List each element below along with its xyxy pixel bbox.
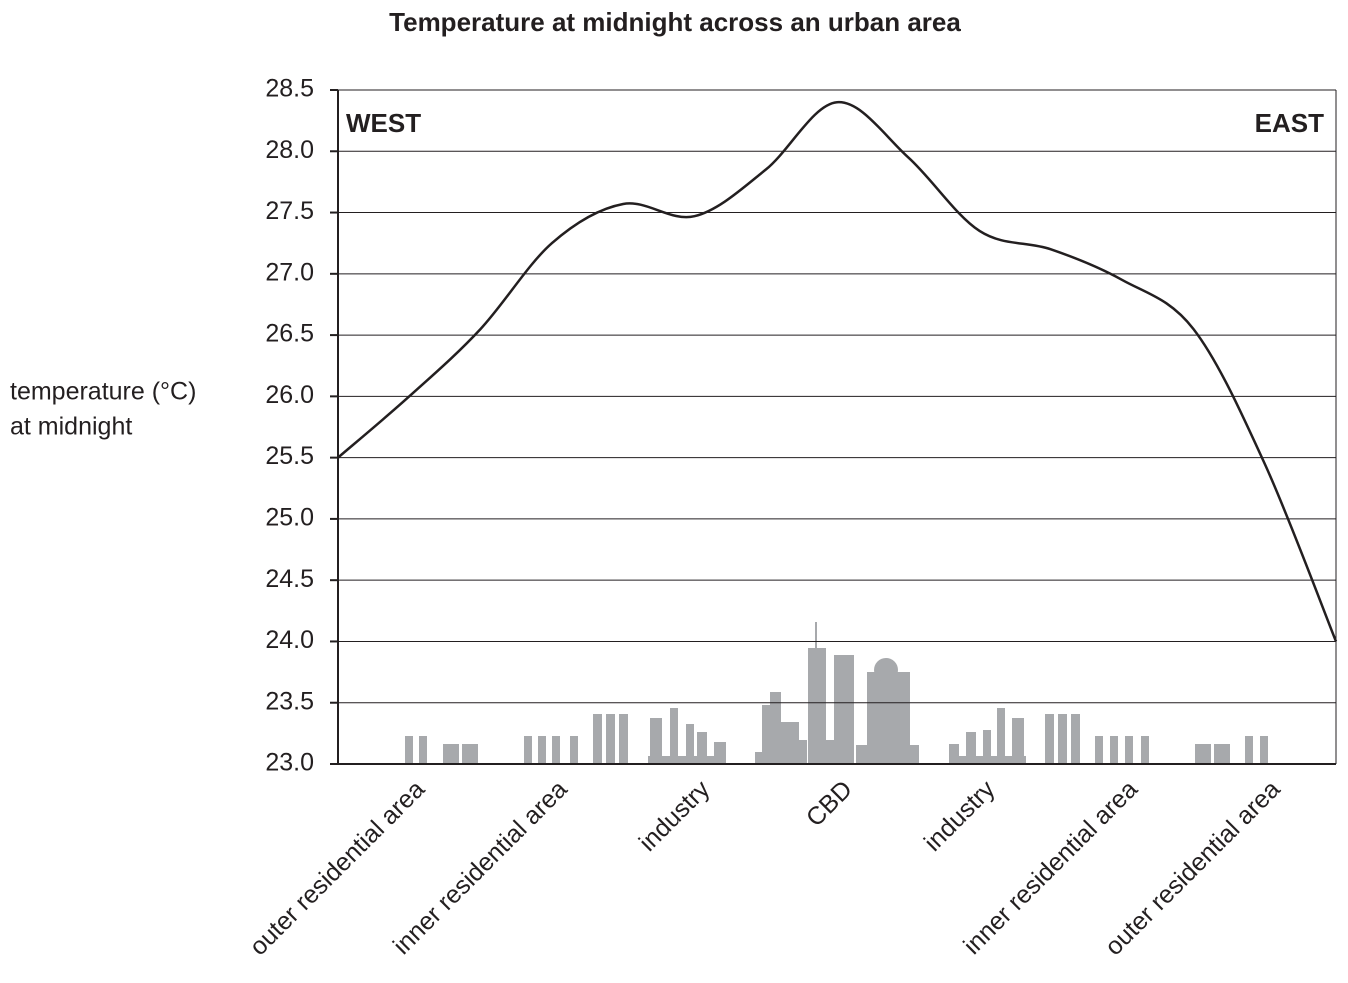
- annotation: EAST: [1255, 108, 1324, 138]
- x-tick-label: industry: [919, 775, 1001, 857]
- y-axis-label: at midnight: [10, 413, 132, 441]
- y-tick-label: 28.5: [265, 75, 314, 103]
- y-tick-label: 26.0: [265, 381, 314, 409]
- x-tick-label: industry: [634, 775, 716, 857]
- y-tick-label: 24.0: [265, 626, 314, 654]
- y-tick-label: 28.0: [265, 136, 314, 164]
- annotation: WEST: [346, 108, 421, 138]
- y-axis-label: temperature (°C): [10, 378, 196, 406]
- y-tick-label: 27.0: [265, 258, 314, 286]
- chart-title: Temperature at midnight across an urban …: [389, 7, 961, 37]
- y-tick-label: 27.5: [265, 197, 314, 225]
- y-tick-label: 26.5: [265, 320, 314, 348]
- y-tick-label: 25.0: [265, 504, 314, 532]
- y-tick-label: 24.5: [265, 565, 314, 593]
- y-tick-label: 23.5: [265, 687, 314, 715]
- y-tick-label: 23.0: [265, 749, 314, 777]
- y-tick-label: 25.5: [265, 442, 314, 470]
- skyline-illustration: [405, 622, 1268, 764]
- temperature-line: [337, 101, 1338, 642]
- x-tick-label: CBD: [801, 775, 858, 832]
